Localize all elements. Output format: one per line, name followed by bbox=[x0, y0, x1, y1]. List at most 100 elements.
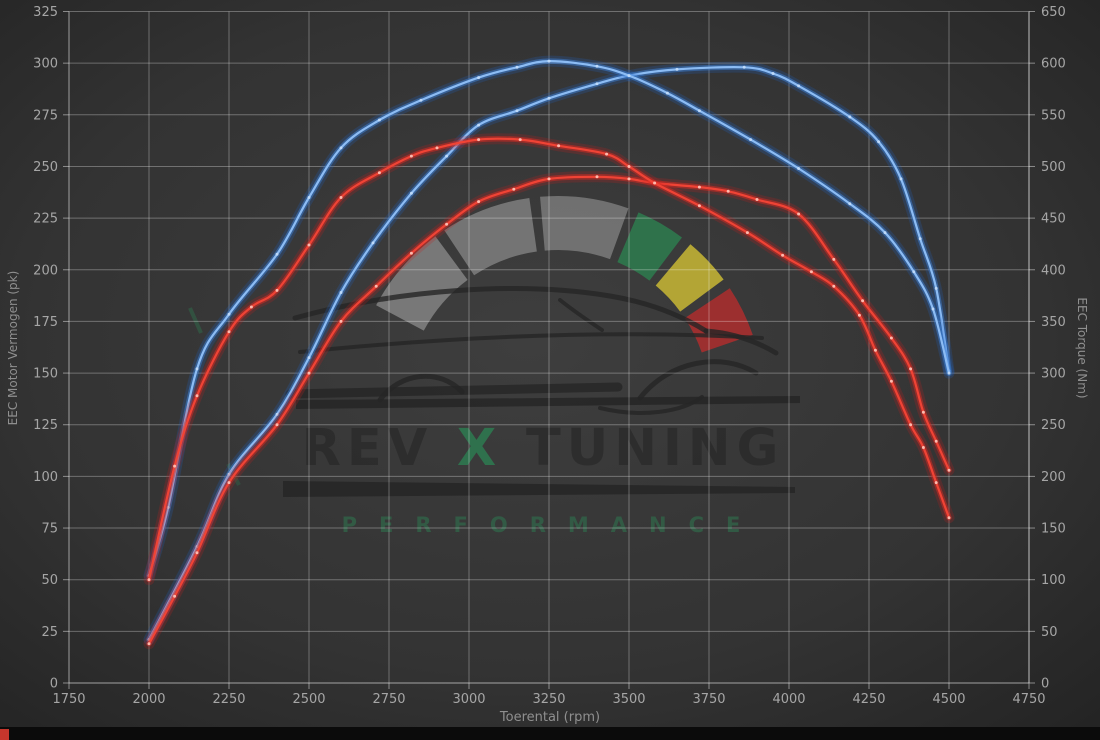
left-tick-label: 275 bbox=[33, 108, 58, 123]
power-original-point bbox=[547, 177, 551, 181]
torque-tuned-point bbox=[307, 196, 311, 199]
power-tuned-point bbox=[147, 578, 151, 582]
power-original-point bbox=[307, 371, 311, 375]
right-tick-label: 50 bbox=[1041, 625, 1058, 640]
power-tuned-point bbox=[832, 284, 836, 288]
x-tick-label: 3250 bbox=[532, 692, 565, 707]
wordmark-bottom-bar bbox=[283, 481, 795, 497]
torque-original-point bbox=[595, 82, 599, 86]
power-original-point bbox=[627, 177, 631, 181]
torque-original-point bbox=[307, 356, 311, 360]
power-original-point bbox=[227, 481, 231, 485]
bottom-bar bbox=[0, 727, 1100, 740]
torque-original-point bbox=[339, 291, 343, 294]
torque-original-curve bbox=[143, 61, 955, 646]
power-tuned-curve bbox=[143, 133, 955, 586]
right-tick-label: 350 bbox=[1041, 315, 1066, 330]
power-tuned-point bbox=[889, 379, 893, 383]
torque-tuned-point bbox=[275, 252, 279, 256]
power-original-point bbox=[934, 439, 938, 443]
x-tick-label: 4000 bbox=[772, 692, 805, 707]
green-accent bbox=[188, 307, 203, 334]
left-tick-label: 75 bbox=[41, 522, 58, 537]
gauge-segment bbox=[444, 198, 537, 276]
right-tick-label: 650 bbox=[1041, 5, 1066, 20]
power-tuned-point bbox=[249, 305, 253, 309]
power-original-point bbox=[889, 336, 893, 340]
torque-tuned-point bbox=[195, 367, 199, 371]
power-tuned-point bbox=[435, 146, 439, 150]
car-silhouette bbox=[637, 359, 759, 401]
power-original-point bbox=[755, 198, 759, 201]
left-tick-label: 50 bbox=[41, 573, 58, 588]
brand-wordmark: REV X TUNING bbox=[302, 419, 785, 478]
power-original-point bbox=[832, 257, 836, 261]
torque-original-point bbox=[371, 241, 375, 245]
power-original-point bbox=[477, 200, 481, 204]
power-original-point bbox=[921, 410, 925, 414]
right-tick-label: 450 bbox=[1041, 212, 1066, 227]
torque-original-point bbox=[227, 472, 231, 476]
torque-tuned-curve bbox=[143, 55, 955, 582]
brand-watermark: REV X TUNING PERFORMANCE bbox=[188, 195, 800, 537]
x-tick-label: 2750 bbox=[372, 692, 405, 707]
power-tuned-point bbox=[873, 348, 877, 352]
car-silhouette bbox=[292, 286, 709, 334]
torque-original-point bbox=[742, 65, 746, 69]
power-original-point bbox=[275, 423, 279, 427]
gauge-segment bbox=[655, 244, 724, 312]
power-original-point bbox=[374, 284, 378, 288]
car-silhouette bbox=[377, 373, 465, 403]
right-tick-label: 100 bbox=[1041, 573, 1066, 588]
left-tick-label: 0 bbox=[50, 677, 58, 692]
power-original-point bbox=[909, 367, 913, 371]
torque-tuned-point bbox=[848, 202, 852, 206]
torque-original-point bbox=[547, 96, 551, 100]
torque-original-point bbox=[899, 177, 903, 181]
right-tick-label: 200 bbox=[1041, 470, 1066, 485]
torque-tuned-point bbox=[797, 167, 801, 170]
right-tick-label: 250 bbox=[1041, 418, 1066, 433]
x-tick-label: 4500 bbox=[932, 692, 965, 707]
power-original-point bbox=[861, 299, 865, 303]
power-original-point bbox=[147, 642, 151, 646]
gauge-segment bbox=[376, 236, 468, 331]
torque-tuned-point bbox=[697, 109, 701, 113]
x-tick-label: 2250 bbox=[212, 692, 245, 707]
torque-tuned-point bbox=[931, 307, 935, 311]
x-tick-label: 3500 bbox=[612, 692, 645, 707]
car-silhouette bbox=[298, 332, 764, 354]
left-tick-label: 125 bbox=[33, 418, 58, 433]
torque-tuned-line bbox=[147, 59, 951, 577]
torque-original-point bbox=[675, 67, 679, 71]
right-tick-label: 400 bbox=[1041, 263, 1066, 278]
left-tick-label: 250 bbox=[33, 160, 58, 175]
power-original-point bbox=[339, 319, 343, 323]
left-axis-title: EEC Motor Vermogen (pk) bbox=[6, 271, 20, 426]
x-tick-label: 4250 bbox=[852, 692, 885, 707]
x-tick-label: 1750 bbox=[52, 692, 85, 707]
left-tick-label: 325 bbox=[33, 5, 58, 20]
torque-original-point bbox=[275, 412, 279, 416]
x-axis-title: Toerental (rpm) bbox=[499, 710, 600, 725]
power-tuned-point bbox=[339, 196, 343, 199]
x-tick-label: 3750 bbox=[692, 692, 725, 707]
power-tuned-point bbox=[275, 288, 279, 292]
torque-original-point bbox=[877, 140, 881, 144]
power-tuned-point bbox=[409, 154, 413, 158]
power-original-point bbox=[445, 222, 449, 226]
torque-tuned-point bbox=[339, 146, 343, 150]
torque-tuned-point bbox=[665, 91, 669, 95]
wordmark-top-bar bbox=[296, 396, 800, 409]
torque-tuned-point bbox=[419, 98, 423, 102]
torque-original-point bbox=[445, 154, 449, 158]
brand-subtitle: PERFORMANCE bbox=[342, 513, 763, 537]
power-original-point bbox=[947, 468, 951, 472]
x-tick-label: 2500 bbox=[292, 692, 325, 707]
power-tuned-point bbox=[921, 446, 925, 449]
torque-tuned-point bbox=[547, 59, 551, 63]
torque-original-point bbox=[409, 191, 413, 195]
torque-tuned-point bbox=[912, 270, 916, 274]
